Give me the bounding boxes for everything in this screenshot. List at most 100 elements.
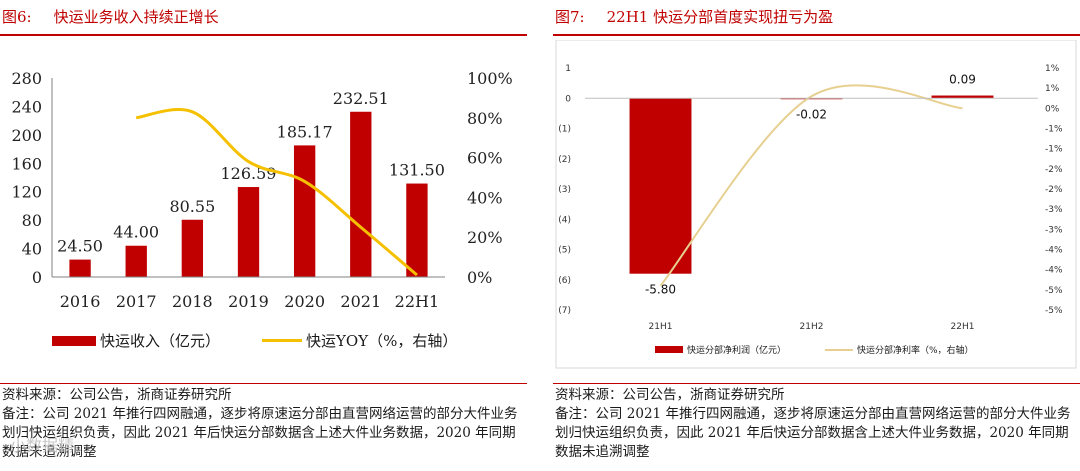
x-tick-label: 21H2 bbox=[800, 322, 824, 332]
x-tick-label: 2020 bbox=[284, 292, 325, 311]
y-tick-label: 0 bbox=[565, 94, 571, 104]
revenue-data-label: 232.51 bbox=[333, 89, 389, 108]
y-tick-label: 0 bbox=[32, 268, 42, 287]
x-tick-label: 2016 bbox=[60, 292, 101, 311]
y-tick-label: 240 bbox=[11, 97, 42, 116]
chart-frame bbox=[555, 40, 1077, 369]
title-divider bbox=[553, 34, 1080, 36]
figure-7-panel: 图7: 22H1 快运分部首度实现扭亏为盈 1 0 (1) (2) (3) (4) (5) (6… bbox=[553, 0, 1080, 471]
figure-6-note: 备注：公司 2021 年推行四网融通，逐步将原速运分部由直营网络运营的部分大件业… bbox=[2, 406, 518, 460]
profit-bar bbox=[629, 98, 692, 274]
revenue-data-label: 80.55 bbox=[169, 197, 215, 216]
y2-tick-label: -3% bbox=[1045, 225, 1063, 235]
figure-7-title-text: 22H1 快运分部首度实现扭亏为盈 bbox=[606, 8, 834, 26]
legend-net-profit: 快运分部净利润（亿元） bbox=[655, 343, 786, 356]
revenue-bar bbox=[293, 145, 316, 277]
y-tick-label: (7) bbox=[558, 306, 571, 316]
y2-tick-label: 0% bbox=[467, 268, 492, 287]
y2-tick-label: 0% bbox=[1045, 104, 1060, 114]
revenue-data-label: 126.59 bbox=[221, 164, 277, 183]
y2-tick-label: -4% bbox=[1045, 246, 1063, 256]
revenue-bar bbox=[181, 219, 204, 277]
profit-data-label: -0.02 bbox=[796, 107, 827, 121]
x-tick-label: 2019 bbox=[228, 292, 269, 311]
y2-tick-label: -2% bbox=[1045, 165, 1063, 175]
source-divider bbox=[553, 383, 1080, 384]
y-tick-label: 200 bbox=[11, 126, 42, 145]
net-profit-chart: 1 0 (1) (2) (3) (4) (5) (6) (7) 1% 1% 0% -1% -1% -2% -… bbox=[555, 40, 1077, 369]
y2-tick-label: -1% bbox=[1045, 145, 1063, 155]
y-tick-label: 1 bbox=[565, 64, 571, 74]
profit-data-label: -5.80 bbox=[645, 283, 676, 297]
y-tick-label: (1) bbox=[558, 125, 571, 135]
y-tick-label: 120 bbox=[11, 183, 42, 202]
left-axis-ticks: 0 40 80 120 160 200 240 280 bbox=[11, 69, 42, 287]
profit-data-labels: -5.80 -0.02 0.09 bbox=[645, 73, 976, 297]
source-divider bbox=[0, 383, 527, 384]
figure-6-source: 资料来源：公司公告，浙商证券研究所 bbox=[2, 387, 232, 403]
legend-swatch-bar bbox=[52, 335, 96, 346]
y2-tick-label: 80% bbox=[467, 109, 503, 128]
right-axis-ticks: 0% 20% 40% 60% 80% 100% bbox=[467, 69, 513, 287]
figure-7-source: 资料来源：公司公告，浙商证券研究所 bbox=[555, 387, 785, 403]
profit-bars bbox=[629, 95, 994, 274]
yoy-line bbox=[135, 108, 418, 277]
revenue-data-label: 131.50 bbox=[389, 161, 445, 180]
y2-tick-label: 40% bbox=[467, 188, 503, 207]
x-tick-label: 2017 bbox=[116, 292, 157, 311]
legend-net-profit-label: 快运分部净利润（亿元） bbox=[687, 346, 787, 356]
y2-tick-label: -5% bbox=[1045, 286, 1063, 296]
figure-7-notes: 资料来源：公司公告，浙商证券研究所 备注：公司 2021 年推行四网融通，逐步将… bbox=[555, 386, 1079, 462]
figure-7-title: 图7: 22H1 快运分部首度实现扭亏为盈 bbox=[555, 6, 833, 27]
y-tick-label: 160 bbox=[11, 154, 42, 173]
x-tick-label: 2021 bbox=[340, 292, 381, 311]
y-tick-label: (3) bbox=[558, 185, 571, 195]
revenue-data-label: 44.00 bbox=[113, 223, 159, 242]
y-tick-label: (6) bbox=[558, 276, 571, 286]
y2-tick-label: 1% bbox=[1045, 84, 1060, 94]
y-tick-label: 280 bbox=[11, 69, 42, 88]
figure-6-notes: 资料来源：公司公告，浙商证券研究所 备注：公司 2021 年推行四网融通，逐步将… bbox=[2, 386, 526, 462]
revenue-bars bbox=[69, 111, 428, 277]
figure-6-number: 图6: bbox=[2, 8, 32, 26]
margin-line-group bbox=[659, 84, 963, 287]
profit-data-label: 0.09 bbox=[949, 73, 976, 87]
legend-net-margin-label: 快运分部净利率（%，右轴） bbox=[857, 346, 974, 356]
y2-tick-label: -5% bbox=[1045, 306, 1063, 316]
x-tick-label: 22H1 bbox=[951, 322, 975, 332]
left-axis-ticks: 1 0 (1) (2) (3) (4) (5) (6) (7) bbox=[558, 64, 571, 316]
x-tick-label: 22H1 bbox=[395, 292, 440, 311]
legend-revenue-label: 快运收入（亿元） bbox=[100, 332, 221, 350]
figure-7-note: 备注：公司 2021 年推行四网融通，逐步将原速运分部由直营网络运营的部分大件业… bbox=[555, 406, 1071, 460]
legend-swatch-line bbox=[825, 348, 853, 351]
revenue-bar bbox=[350, 111, 372, 277]
legend-net-margin: 快运分部净利率（%，右轴） bbox=[825, 343, 974, 356]
revenue-bar bbox=[406, 183, 428, 277]
title-divider bbox=[0, 34, 527, 36]
y2-tick-label: -1% bbox=[1045, 125, 1063, 135]
revenue-bar bbox=[237, 187, 260, 277]
x-tick-label: 2018 bbox=[172, 292, 213, 311]
x-axis: 2016 2017 2018 2019 2020 2021 22H1 bbox=[51, 78, 445, 311]
figure-6-panel: 图6: 快运业务收入持续正增长 0 40 80 120 160 200 240 280 0% 20… bbox=[0, 0, 527, 471]
legend-revenue: 快运收入（亿元） bbox=[52, 330, 220, 351]
figure-6-title-text: 快运业务收入持续正增长 bbox=[53, 8, 219, 26]
y2-tick-label: -4% bbox=[1045, 266, 1063, 276]
y-tick-label: 40 bbox=[22, 240, 42, 259]
y-tick-label: (5) bbox=[558, 246, 571, 256]
margin-line bbox=[659, 84, 963, 287]
y-tick-label: (2) bbox=[558, 155, 571, 165]
revenue-bar bbox=[69, 259, 91, 277]
figure-7-number: 图7: bbox=[555, 8, 585, 26]
y-tick-label: (4) bbox=[558, 215, 571, 225]
watermark: 小数据精 bbox=[10, 436, 75, 455]
revenue-data-label: 24.50 bbox=[57, 237, 103, 256]
x-axis: 21H1 21H2 22H1 bbox=[585, 97, 1038, 332]
legend-yoy: 快运YOY（%，右轴） bbox=[262, 330, 457, 351]
legend-swatch-line bbox=[262, 339, 302, 342]
y2-tick-label: -2% bbox=[1045, 185, 1063, 195]
legend-swatch-bar bbox=[655, 346, 683, 353]
yoy-line-group bbox=[135, 108, 418, 277]
